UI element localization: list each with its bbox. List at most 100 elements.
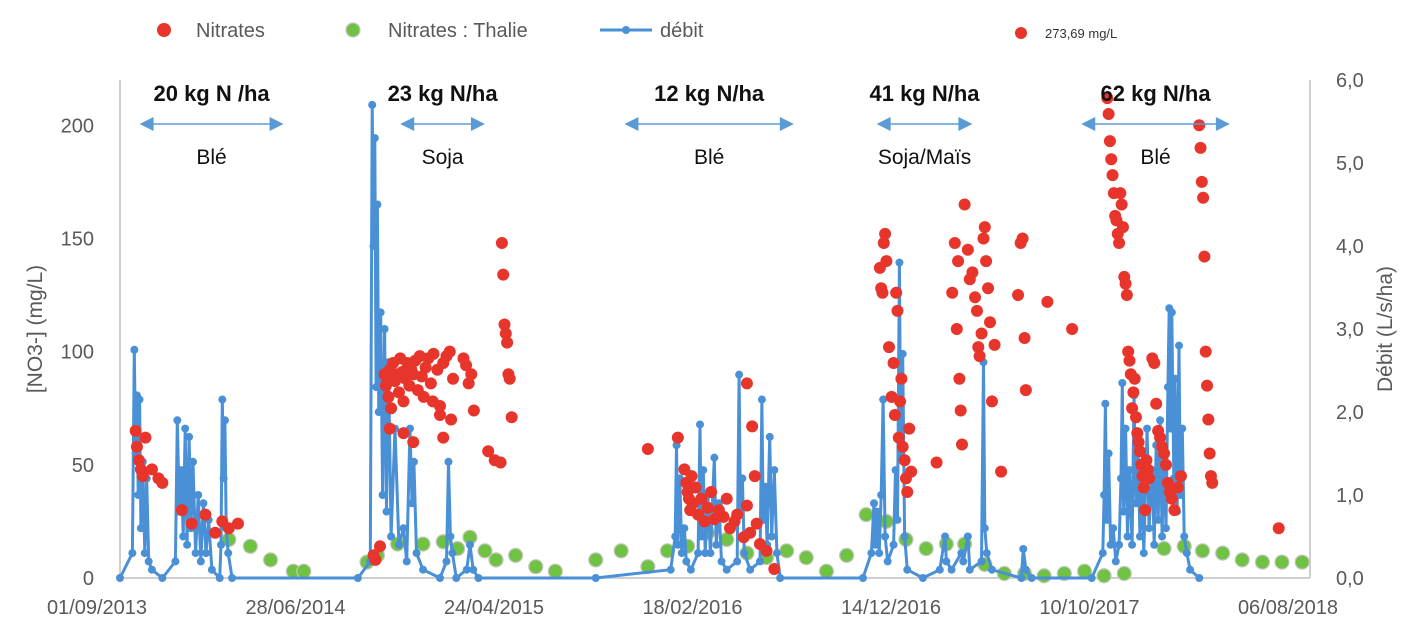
nitrates-point — [1116, 221, 1129, 234]
debit-point — [219, 474, 228, 483]
thalie-point — [779, 543, 795, 559]
debit-point — [412, 549, 421, 558]
nitrates-point — [1195, 175, 1208, 188]
nitrates-point — [955, 438, 968, 451]
nitrates-point — [1202, 413, 1215, 426]
thalie-point — [488, 552, 504, 568]
nitrates-point — [685, 470, 698, 483]
debit-point — [895, 258, 904, 267]
nitrates-point — [1102, 107, 1115, 120]
nitrates-point — [499, 327, 512, 340]
debit-point — [871, 540, 880, 549]
nitrates-point — [382, 390, 395, 403]
nitrates-point — [1206, 476, 1219, 489]
nitrates-point — [501, 336, 514, 349]
y-right-axis-title: Débit (L/s/ha) — [1374, 266, 1397, 392]
thalie-point — [798, 550, 814, 566]
nitrates-point — [498, 318, 511, 331]
debit-point — [697, 532, 706, 541]
debit-point — [218, 395, 227, 404]
legend-max-marker — [1015, 27, 1027, 39]
nitrates-point — [948, 236, 961, 249]
debit-point — [134, 491, 143, 499]
nitrates-point — [988, 338, 1001, 351]
debit-point — [1125, 466, 1134, 475]
annotation-crop: Blé — [1140, 146, 1170, 169]
nitrates-point — [1105, 153, 1118, 166]
debit-point — [963, 532, 972, 541]
nitrates-point — [156, 476, 169, 489]
debit-point — [1182, 549, 1191, 558]
debit-point — [469, 565, 478, 574]
nitrates-point — [494, 456, 507, 469]
nitrates-point — [482, 445, 495, 458]
nitrates-point — [1140, 454, 1153, 467]
debit-point — [217, 540, 226, 549]
nitrates-point — [437, 431, 450, 444]
debit-point — [900, 532, 909, 541]
nitrates-point — [961, 243, 974, 256]
nitrates-point — [1113, 236, 1126, 249]
debit-point — [710, 453, 719, 462]
debit-point — [881, 532, 890, 541]
debit-point — [671, 532, 680, 541]
nitrates-point — [385, 402, 398, 415]
nitrates-point — [462, 377, 475, 390]
annotation-arrowhead-right — [779, 117, 794, 131]
debit-point — [870, 499, 879, 508]
nitrates-point — [966, 266, 979, 279]
x-tick-label: 01/09/2013 — [47, 597, 147, 619]
nitrates-point — [369, 553, 382, 566]
debit-point — [1175, 341, 1184, 350]
debit-point — [877, 491, 886, 499]
debit-point — [1118, 378, 1127, 387]
y-axis-right: 0,0 1,0 2,0 3,0 4,0 5,0 6,0 Débit (L/s/ha) — [1309, 70, 1397, 590]
nitrates-point — [750, 517, 763, 530]
nitrates-point — [1194, 141, 1207, 154]
debit-point — [1178, 424, 1187, 433]
debit-point — [220, 416, 229, 425]
debit-point — [722, 565, 731, 574]
nitrates-point — [1129, 411, 1142, 424]
debit-point — [746, 565, 755, 574]
thalie-point — [1096, 568, 1112, 584]
debit-point — [1186, 565, 1195, 574]
nitrates-point — [424, 377, 437, 390]
nitrates-point — [1199, 345, 1212, 358]
debit-point — [1115, 540, 1124, 549]
nitrates-point — [985, 395, 998, 408]
nitrates-point — [1019, 384, 1032, 397]
debit-point — [1158, 532, 1167, 541]
nitrates-point — [222, 522, 235, 535]
nitrates-point — [954, 404, 967, 417]
y-right-tick-label: 3,0 — [1336, 319, 1364, 341]
nitrates-point — [1201, 379, 1214, 392]
thalie-point — [242, 538, 258, 554]
nitrates-point — [746, 420, 759, 433]
nitrates-point — [898, 454, 911, 467]
nitrates-point — [465, 368, 478, 381]
annotation-arrowhead-left — [1081, 117, 1096, 131]
nitrates-point — [231, 517, 244, 530]
nitrates-point — [1016, 232, 1029, 245]
debit-point — [686, 565, 695, 574]
nitrates-point — [417, 390, 430, 403]
nitrates-point — [1168, 504, 1181, 517]
y-left-tick-label: 150 — [61, 228, 94, 250]
nitrates-point — [880, 255, 893, 268]
debit-point — [935, 565, 944, 574]
nitrates-point — [1150, 397, 1163, 410]
debit-point — [666, 565, 675, 574]
debit-point — [158, 574, 167, 582]
debit-point — [1101, 399, 1110, 408]
debit-point — [224, 549, 233, 558]
nitrates-point — [1114, 187, 1127, 200]
nitrates-point — [982, 282, 995, 295]
nitrates-point — [209, 526, 222, 539]
debit-point — [977, 557, 986, 566]
thalie-point — [507, 547, 524, 563]
debit-point — [407, 499, 416, 508]
debit-point — [873, 507, 882, 516]
debit-point — [128, 549, 137, 558]
nitrates-point — [467, 404, 480, 417]
